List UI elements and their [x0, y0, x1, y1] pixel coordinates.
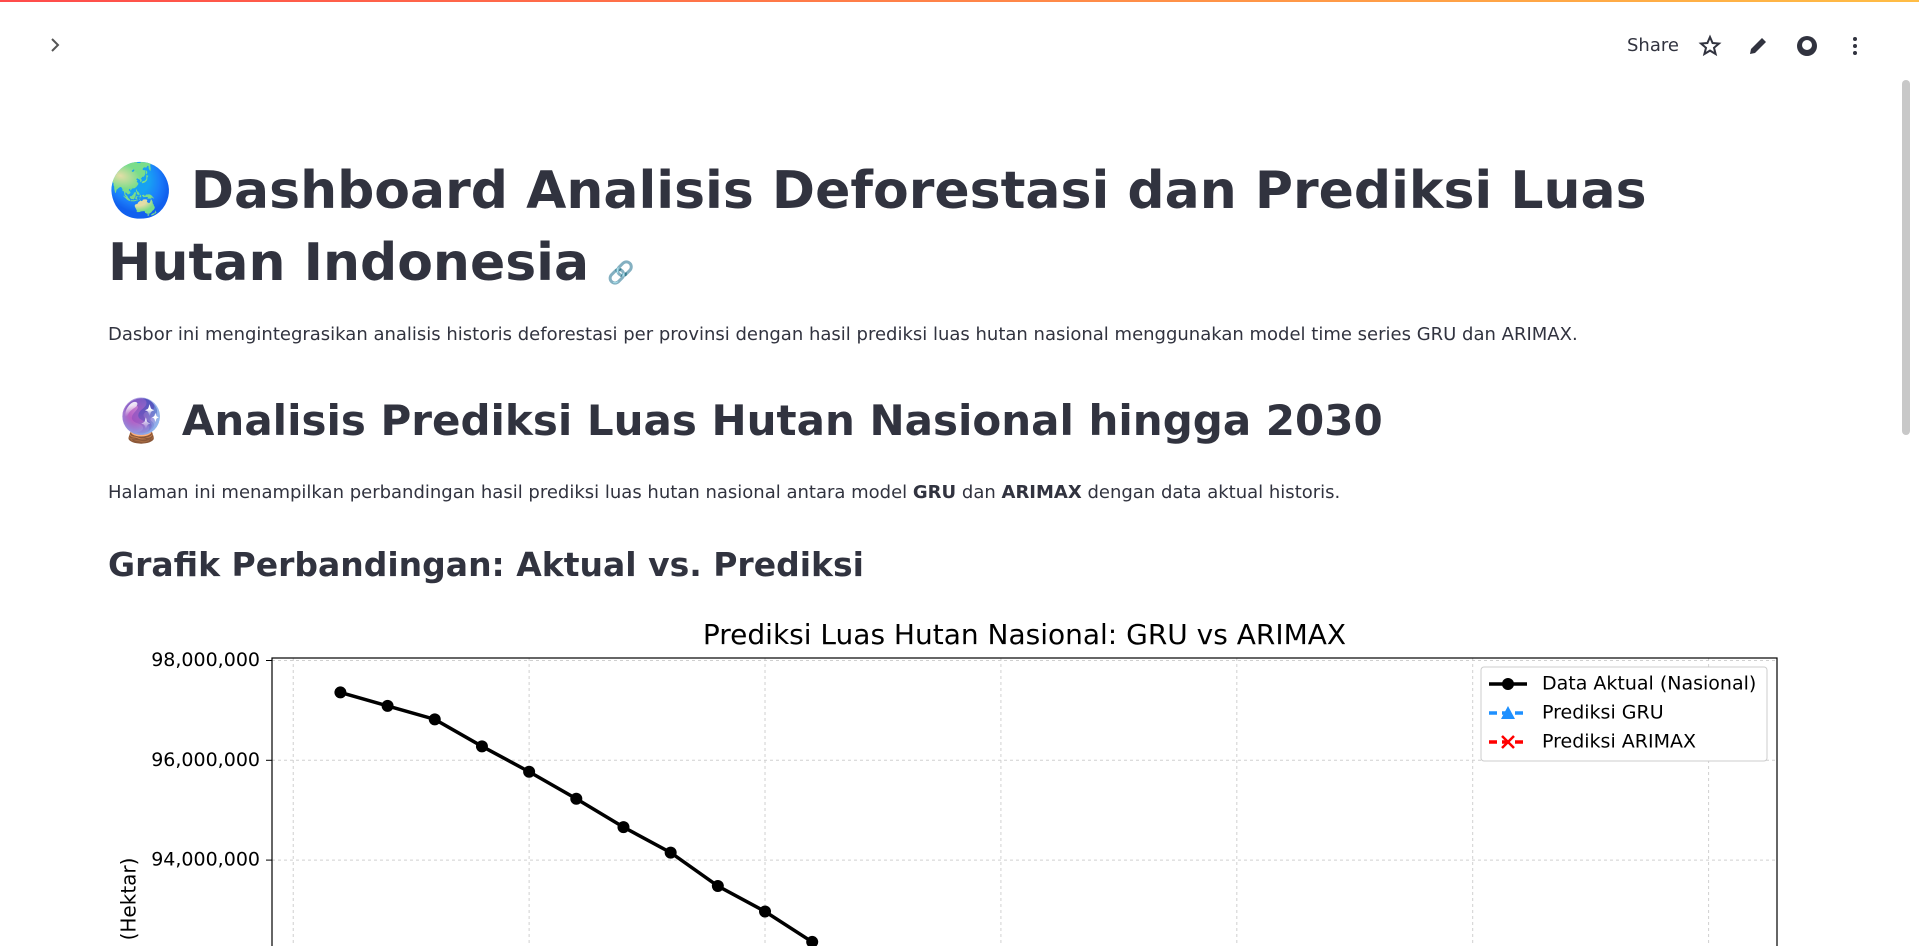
- description-bold: ARIMAX: [1001, 482, 1082, 503]
- series-line: [339, 690, 814, 944]
- data-point: [664, 846, 677, 859]
- data-point: [381, 699, 394, 712]
- title-text: Dashboard Analisis Deforestasi dan Predi…: [108, 161, 1647, 293]
- legend-label: Prediksi ARIMAX: [1542, 731, 1696, 753]
- data-point: [334, 686, 347, 699]
- top-bar: [0, 0, 1919, 2]
- legend-box: [1480, 666, 1768, 762]
- legend-label: Prediksi GRU: [1542, 702, 1664, 724]
- y-tick-label: 98,000,000: [151, 649, 260, 671]
- plot-frame: [271, 657, 1778, 946]
- legend-marker: [1502, 678, 1514, 690]
- title-icon: 🌏: [108, 161, 173, 221]
- data-point: [428, 713, 441, 726]
- y-axis-label: Luas Hutan (Hektar): [117, 858, 141, 946]
- data-point: [570, 792, 583, 805]
- description: Halaman ini menampilkan perbandingan has…: [108, 482, 1340, 503]
- data-point: [523, 765, 536, 778]
- section-text: Analisis Prediksi Luas Hutan Nasional hi…: [181, 396, 1383, 445]
- legend-label: Data Aktual (Nasional): [1542, 673, 1756, 695]
- data-point: [617, 821, 630, 834]
- sidebar-toggle[interactable]: [44, 34, 66, 56]
- star-icon[interactable]: [1698, 34, 1722, 58]
- description-text: dengan data aktual historis.: [1087, 482, 1341, 503]
- data-point: [475, 740, 488, 753]
- page-title: 🌏 Dashboard Analisis Deforestasi dan Pre…: [108, 155, 1748, 310]
- y-tick-label: 94,000,000: [151, 849, 260, 871]
- scrollbar[interactable]: [1902, 80, 1910, 435]
- anchor-link[interactable]: 🔗: [607, 261, 635, 286]
- data-point: [711, 880, 724, 893]
- y-tick-label: 96,000,000: [151, 749, 260, 771]
- data-point: [759, 905, 772, 918]
- data-point: [806, 935, 819, 946]
- legend-marker: [1501, 706, 1515, 719]
- legend-marker: [1501, 735, 1515, 749]
- share-button[interactable]: Share: [1627, 35, 1679, 56]
- section-icon: 🔮: [115, 396, 168, 445]
- intro-text: Dasbor ini mengintegrasikan analisis his…: [108, 324, 1578, 345]
- github-icon[interactable]: [1795, 34, 1819, 58]
- subheader: Grafik Perbandingan: Aktual vs. Prediksi: [108, 545, 864, 584]
- section-title: 🔮 Analisis Prediksi Luas Hutan Nasional …: [115, 396, 1383, 446]
- chart-title: Prediksi Luas Hutan Nasional: GRU vs ARI…: [703, 618, 1346, 651]
- legend: Data Aktual (Nasional) Prediksi GRU Predik…: [1480, 666, 1768, 762]
- edit-icon[interactable]: [1746, 34, 1770, 58]
- description-text: dan: [961, 482, 996, 503]
- description-text: Halaman ini menampilkan perbandingan has…: [108, 482, 908, 503]
- description-bold: GRU: [912, 482, 957, 503]
- chart: Prediksi Luas Hutan Nasional: GRU vs ARI…: [117, 618, 1778, 946]
- menu-icon[interactable]: [1843, 34, 1867, 58]
